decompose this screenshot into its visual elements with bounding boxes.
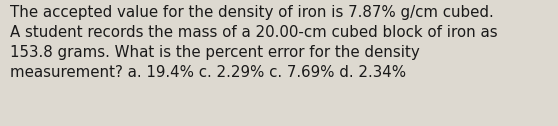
- Text: The accepted value for the density of iron is 7.87% g/cm cubed.
A student record: The accepted value for the density of ir…: [10, 5, 498, 80]
